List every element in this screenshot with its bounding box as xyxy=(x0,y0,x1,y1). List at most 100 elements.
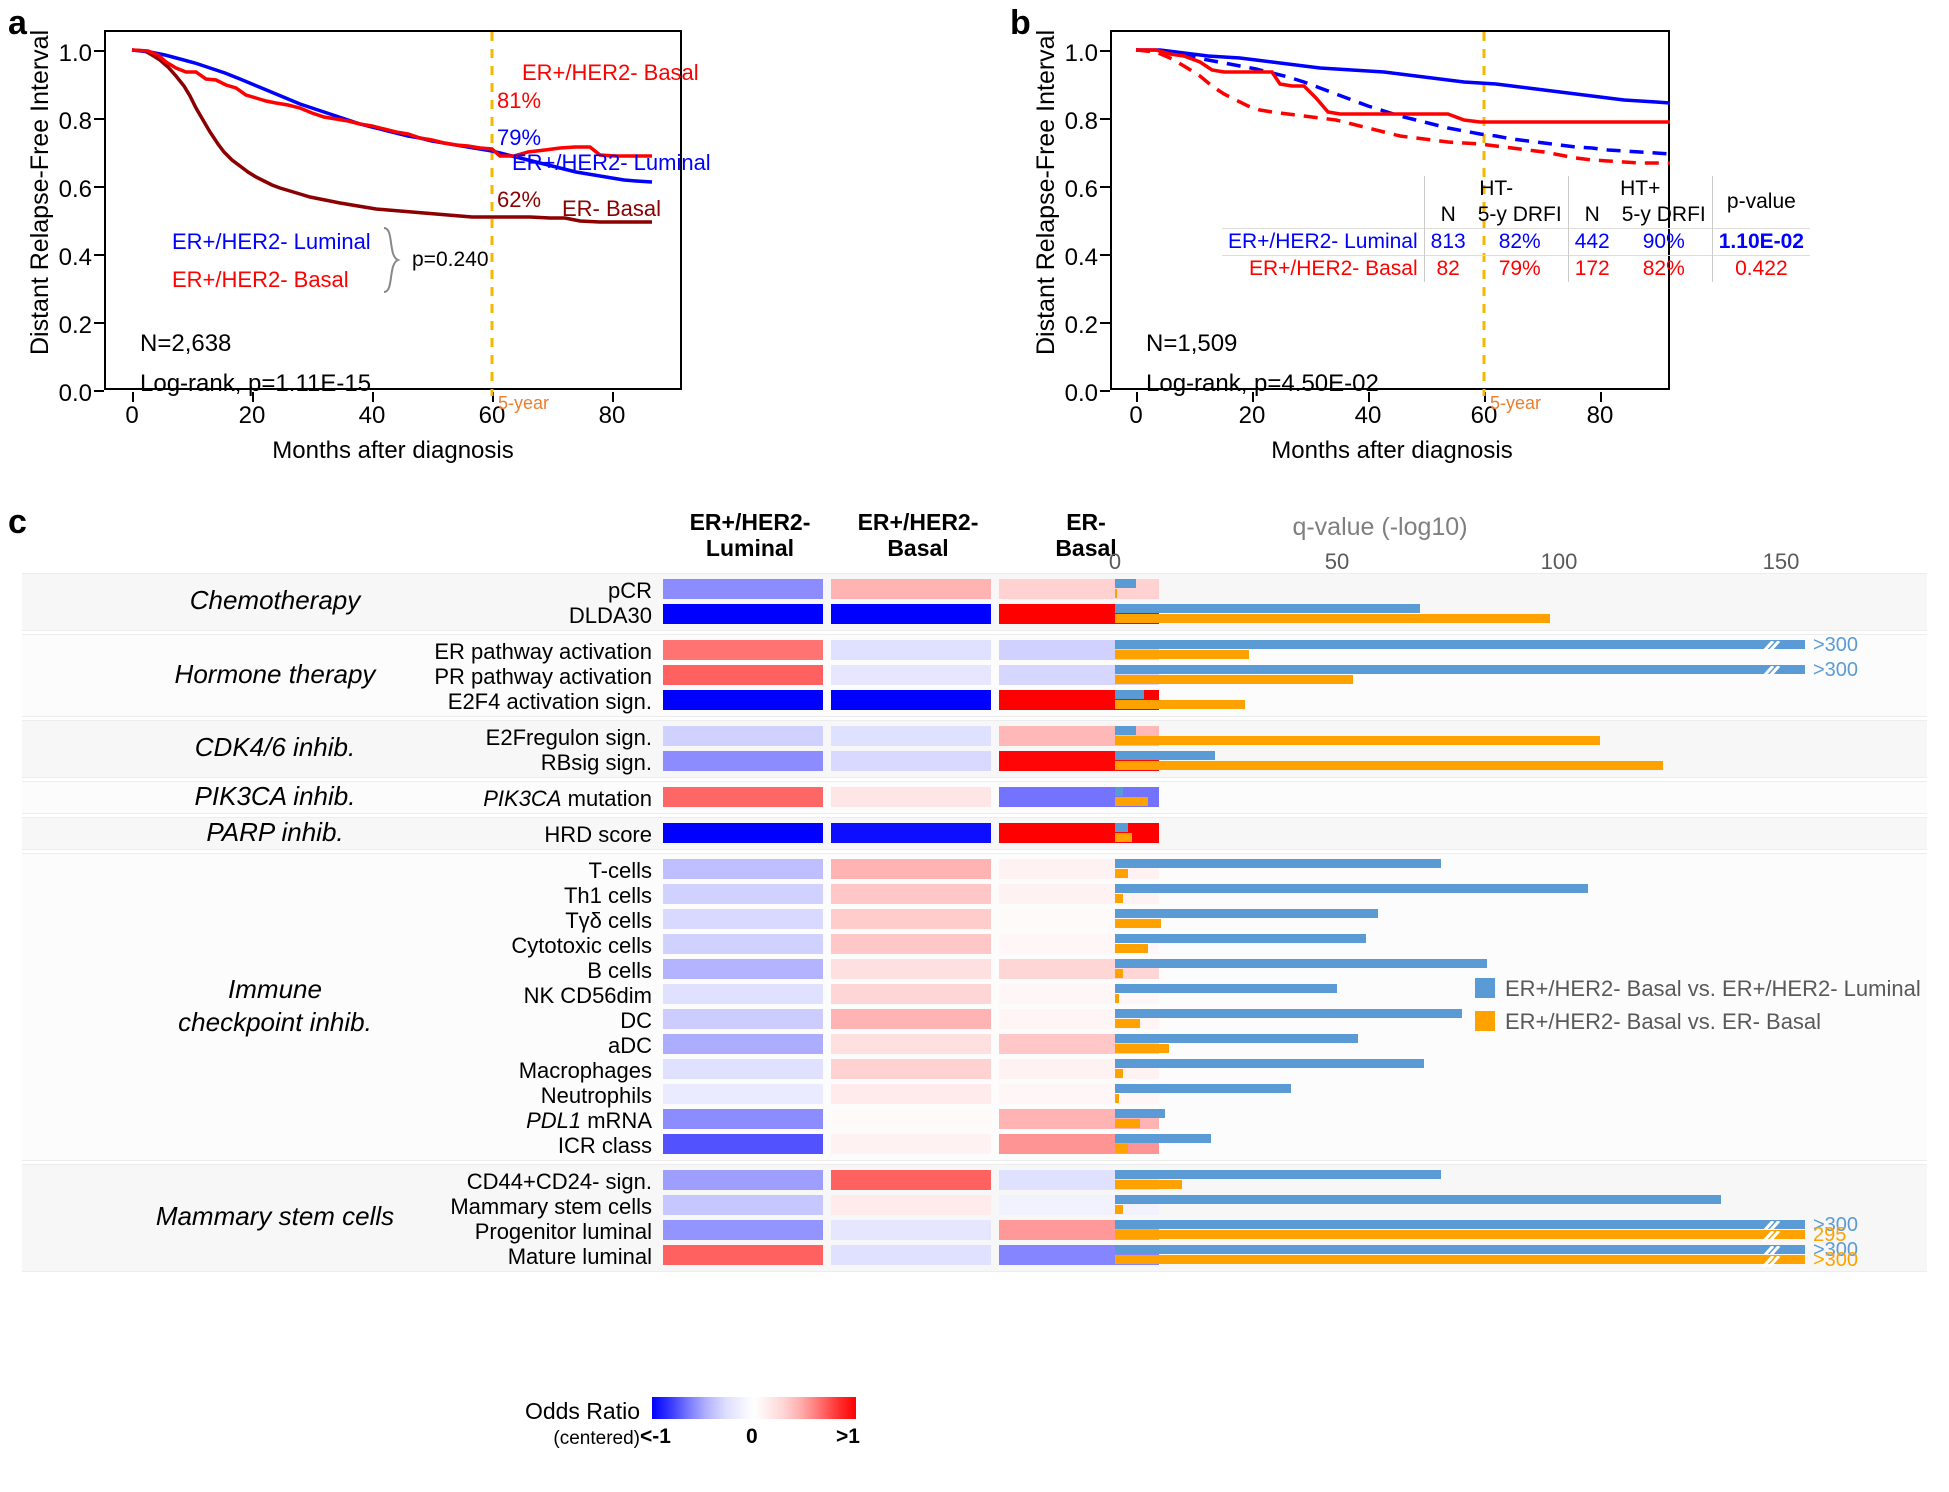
panel-a-brace xyxy=(383,227,401,293)
bar-blue xyxy=(1115,640,1805,649)
heatmap-cell xyxy=(831,1220,991,1240)
heatmap-cell xyxy=(663,859,823,879)
panel-a-ytick: 0.2 xyxy=(58,312,92,339)
colorbar-tick-mid: 0 xyxy=(746,1425,758,1448)
colorbar-title: Odds Ratio xyxy=(524,1398,640,1424)
heatmap-cell xyxy=(663,1170,823,1190)
group-label: Hormone therapy xyxy=(174,658,376,689)
table-header-group-row: HT- HT+ p-value xyxy=(1222,176,1810,229)
row-label: ER pathway activation xyxy=(434,639,652,664)
heatmap-cell xyxy=(663,1245,823,1265)
panel-a-label-dark-curve: ER- Basal xyxy=(562,196,662,221)
legend-swatch-blue xyxy=(1475,978,1495,998)
row-label: pCR xyxy=(607,578,652,603)
row-label: PR pathway activation xyxy=(434,664,652,689)
heatmap-cell xyxy=(663,579,823,599)
bar-blue xyxy=(1115,1220,1805,1229)
bar-orange xyxy=(1115,1180,1182,1189)
row-label: Macrophages xyxy=(518,1058,652,1083)
table-cell-ht-minus-n: 82 xyxy=(1423,255,1472,282)
heatmap-cell xyxy=(663,726,823,746)
bar-orange xyxy=(1115,761,1663,770)
heatmap-cell xyxy=(831,1134,991,1154)
table-row-label: ER+/HER2- Luminal xyxy=(1228,230,1418,253)
panel-a-curves xyxy=(131,32,653,396)
panel-a-endpoint-blue: 79% xyxy=(497,125,542,150)
panel-b-letter: b xyxy=(1010,4,1031,42)
panel-a-inset-pvalue: p=0.240 xyxy=(412,248,489,271)
group-label: CDK4/6 inhib. xyxy=(194,732,356,762)
bar-blue xyxy=(1115,984,1337,993)
table-cell-ht-plus-n: 172 xyxy=(1567,255,1616,282)
table-header-ht-minus: HT- xyxy=(1423,176,1569,202)
table-header-pvalue: p-value xyxy=(1711,176,1810,229)
panel-b-xtick: 60 xyxy=(1470,402,1498,429)
heatmap-cell xyxy=(663,1134,823,1154)
bar-orange xyxy=(1115,1144,1128,1153)
panel-a-5year-marker-label: 5-year xyxy=(498,393,550,413)
bar-blue xyxy=(1115,787,1124,796)
row-label: NK CD56dim xyxy=(523,983,652,1008)
bar-orange xyxy=(1115,894,1124,903)
heatmap-cell xyxy=(663,884,823,904)
table-cell-ht-minus-drfi: 82% xyxy=(1498,230,1541,253)
table-cell-pvalue: 1.10E-02 xyxy=(1711,228,1810,256)
heatmap-cell xyxy=(831,934,991,954)
row-label: B cells xyxy=(587,958,652,983)
panel-a-ytick: 0.8 xyxy=(58,108,92,135)
group-label: PARP inhib. xyxy=(206,816,344,847)
bar-axis-title: q-value (-log10) xyxy=(1292,513,1468,541)
heatmap-cell xyxy=(663,823,823,843)
panel-b-xtick: 0 xyxy=(1129,402,1143,429)
column-header-er-basal-text: ER- Basal xyxy=(1055,509,1117,562)
panel-a-kaplan-meier: Distant Relapse-Free Interval Months aft… xyxy=(0,0,860,495)
bar-value-label: >300 xyxy=(1813,634,1859,656)
row-label: Th1 cells xyxy=(563,883,652,908)
legend-label-orange: ER+/HER2- Basal vs. ER- Basal xyxy=(1505,1009,1821,1035)
panel-a-inset-blue-label: ER+/HER2- Luminal xyxy=(172,229,371,254)
heatmap-cell xyxy=(831,823,991,843)
panel-a-xtickmark xyxy=(252,392,254,402)
panel-b-5year-marker-label: 5-year xyxy=(1490,393,1542,413)
heatmap-cell xyxy=(831,1170,991,1190)
bar-blue xyxy=(1115,959,1488,968)
row-label: ICR class xyxy=(557,1133,652,1158)
bar-blue xyxy=(1115,884,1588,893)
row-label: E2Fregulon sign. xyxy=(485,725,652,750)
panel-b-xtickmark xyxy=(1484,392,1486,402)
bar-orange xyxy=(1115,833,1132,842)
panel-a-label-blue-curve: ER+/HER2- Luminal xyxy=(512,150,711,175)
bar-orange xyxy=(1115,675,1354,684)
row-label: Mature luminal xyxy=(507,1244,652,1269)
bar-blue xyxy=(1115,665,1805,674)
bar-orange xyxy=(1115,700,1245,709)
bar-value-label: >300 xyxy=(1813,1214,1859,1236)
panel-b-ytick: 0.6 xyxy=(1064,176,1098,203)
bar-value-label: >300 xyxy=(1813,1249,1859,1271)
panel-a-ytickmark xyxy=(94,50,104,52)
panel-b-curves xyxy=(1135,32,1671,396)
heatmap-cell xyxy=(831,690,991,710)
panel-b-ytickmark xyxy=(1100,186,1110,188)
heatmap-cell xyxy=(831,859,991,879)
heatmap-cell xyxy=(663,1195,823,1215)
heatmap-cell xyxy=(663,1059,823,1079)
panel-a-ytickmark xyxy=(94,322,104,324)
heatmap-cell xyxy=(663,1034,823,1054)
heatmap-cell xyxy=(663,1084,823,1104)
colorbar-tick-high: >1 xyxy=(836,1425,860,1448)
table-subheader-drfi: 5-y DRFI xyxy=(1477,203,1562,226)
table-cell-ht-plus-drfi: 90% xyxy=(1642,230,1685,253)
panel-a-ytickmark xyxy=(94,254,104,256)
legend-label-blue: ER+/HER2- Basal vs. ER+/HER2- Luminal xyxy=(1505,976,1921,1002)
panel-a-xtick: 80 xyxy=(598,402,626,429)
heatmap-cell xyxy=(663,984,823,1004)
row-label: T-cells xyxy=(588,858,652,883)
bar-orange xyxy=(1115,869,1128,878)
heatmap-cell xyxy=(831,665,991,685)
bar-blue xyxy=(1115,1009,1463,1018)
panel-a-ytickmark xyxy=(94,186,104,188)
heatmap-cell xyxy=(663,1109,823,1129)
heatmap-cell xyxy=(831,909,991,929)
column-header-er-basal: ER- Basal xyxy=(1006,509,1166,562)
